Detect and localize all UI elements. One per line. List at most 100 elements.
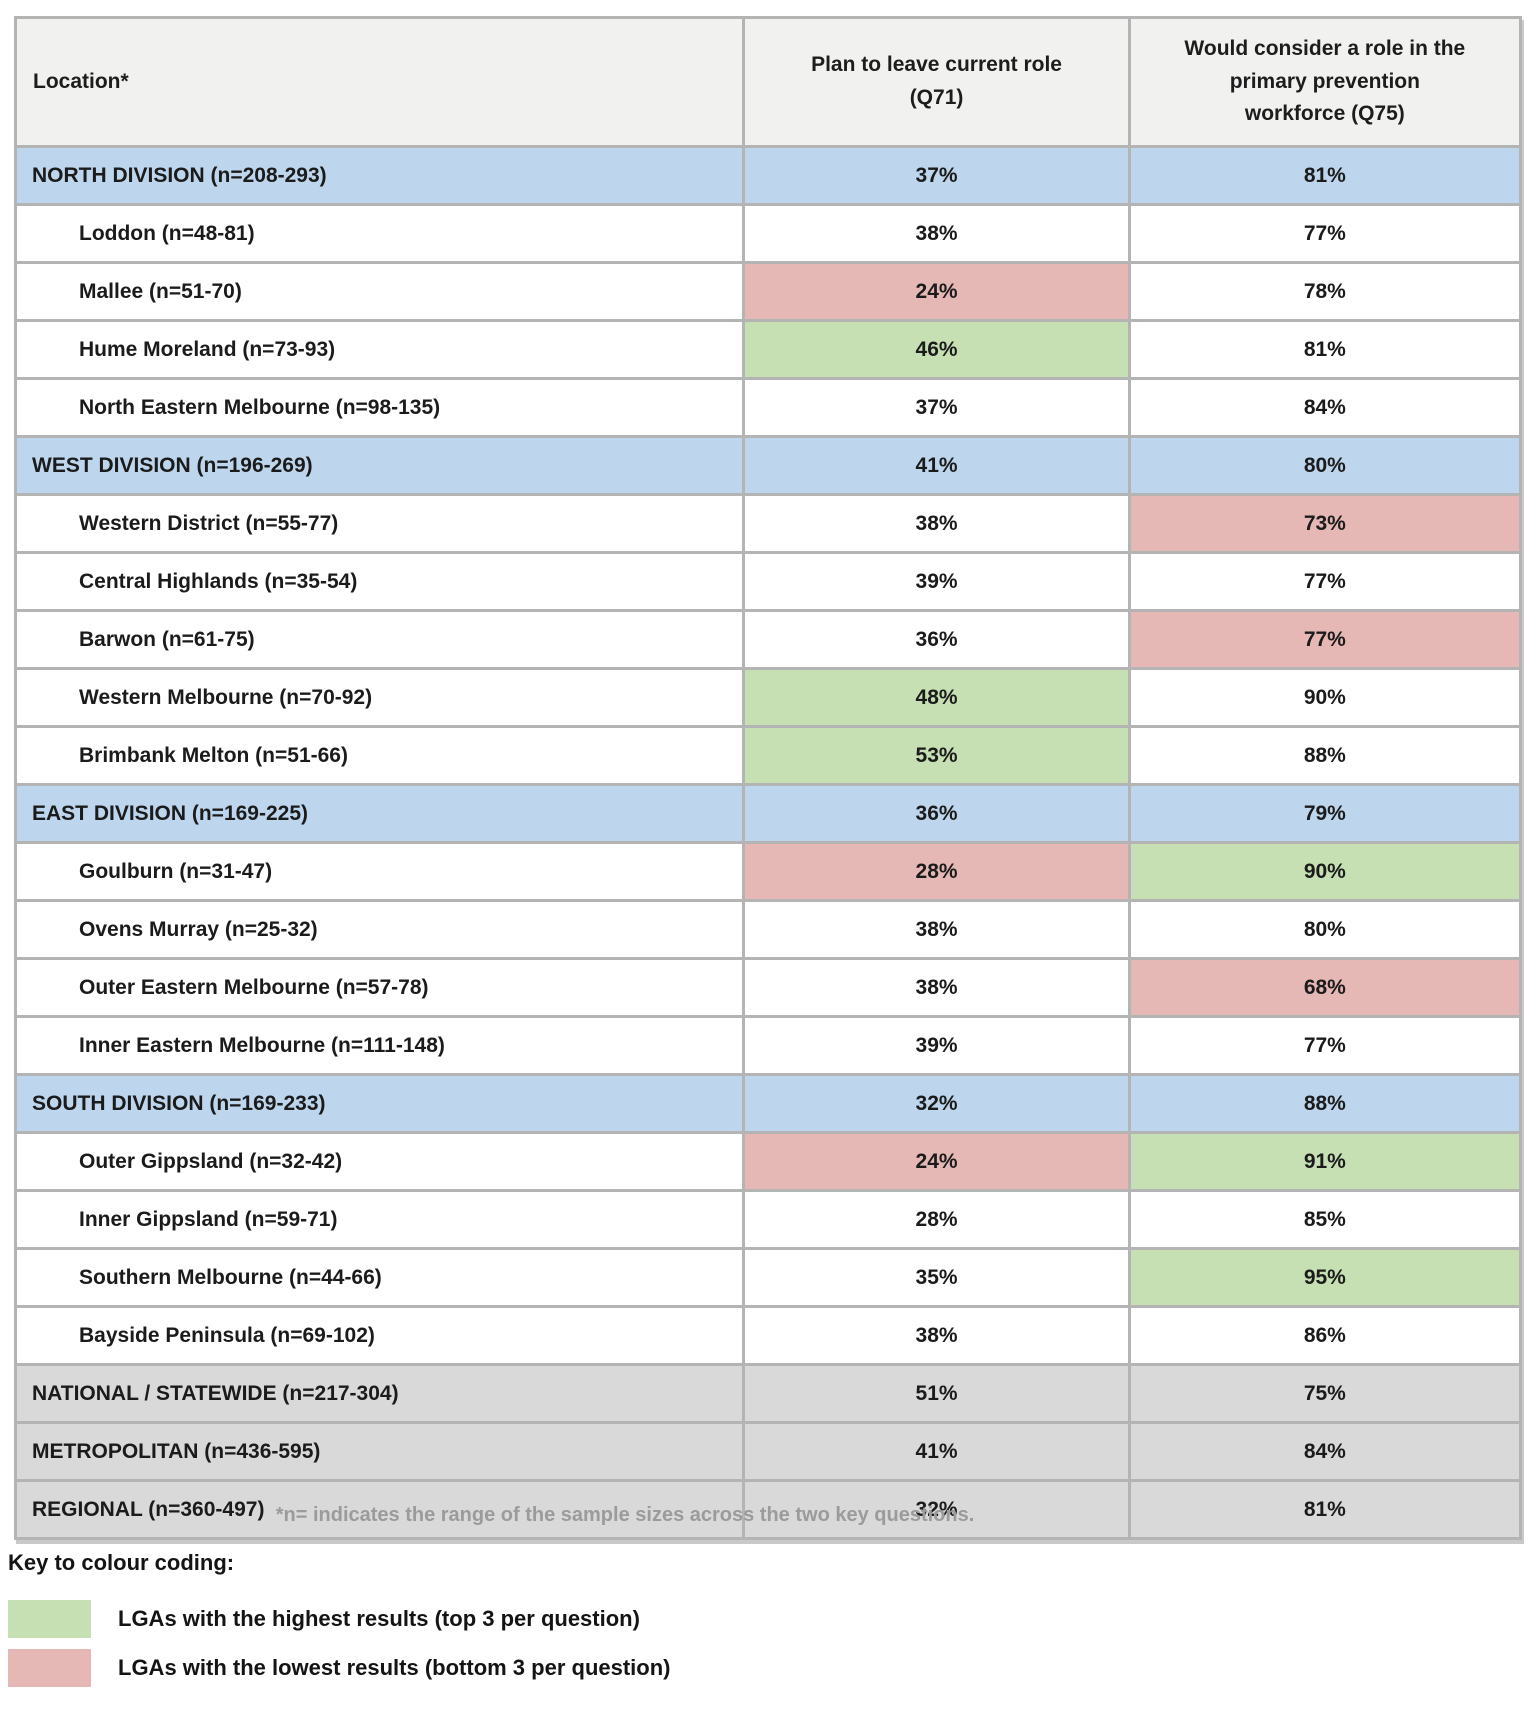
q75-value-cell: 90%: [1127, 841, 1523, 902]
q75-value-cell: 88%: [1127, 725, 1523, 786]
q71-value-cell: 28%: [742, 841, 1131, 902]
q71-value-cell: 38%: [742, 899, 1131, 960]
table-row: WEST DIVISION (n=196-269) 41% 80%: [13, 435, 1523, 496]
q71-value-cell: 41%: [742, 1421, 1131, 1482]
table-row: Goulburn (n=31-47) 28% 90%: [13, 841, 1523, 902]
q75-value-cell: 79%: [1127, 783, 1523, 844]
header-location: Location*: [13, 16, 746, 148]
table-row: NATIONAL / STATEWIDE (n=217-304) 51% 75%: [13, 1363, 1523, 1424]
table-row: Bayside Peninsula (n=69-102) 38% 86%: [13, 1305, 1523, 1366]
location-cell: EAST DIVISION (n=169-225): [13, 783, 746, 844]
table-row: Brimbank Melton (n=51-66) 53% 88%: [13, 725, 1523, 786]
table-row: EAST DIVISION (n=169-225) 36% 79%: [13, 783, 1523, 844]
location-cell: NATIONAL / STATEWIDE (n=217-304): [13, 1363, 746, 1424]
q75-value-cell: 85%: [1127, 1189, 1523, 1250]
q75-value-cell: 81%: [1127, 1479, 1523, 1540]
q71-value-cell: 38%: [742, 493, 1131, 554]
legend-text-keyword: highest: [272, 1606, 351, 1631]
q75-value-cell: 90%: [1127, 667, 1523, 728]
table-row: Central Highlands (n=35-54) 39% 77%: [13, 551, 1523, 612]
location-cell: WEST DIVISION (n=196-269): [13, 435, 746, 496]
q75-value-cell: 68%: [1127, 957, 1523, 1018]
location-cell: Inner Gippsland (n=59-71): [13, 1189, 746, 1250]
location-cell: Bayside Peninsula (n=69-102): [13, 1305, 746, 1366]
q75-value-cell: 84%: [1127, 377, 1523, 438]
location-cell: Loddon (n=48-81): [13, 203, 746, 264]
q75-value-cell: 73%: [1127, 493, 1523, 554]
q71-value-cell: 28%: [742, 1189, 1131, 1250]
table-row: Outer Gippsland (n=32-42) 24% 91%: [13, 1131, 1523, 1192]
q75-value-cell: 77%: [1127, 1015, 1523, 1076]
location-cell: North Eastern Melbourne (n=98-135): [13, 377, 746, 438]
legend-item: LGAs with the lowest results (bottom 3 p…: [8, 1649, 671, 1687]
table-row: North Eastern Melbourne (n=98-135) 37% 84%: [13, 377, 1523, 438]
table-row: Inner Eastern Melbourne (n=111-148) 39% 77…: [13, 1015, 1523, 1076]
legend-text-suffix: results (bottom 3 per question): [340, 1655, 671, 1680]
q71-value-cell: 38%: [742, 203, 1131, 264]
header-q75: Would consider a role in the primary pre…: [1127, 16, 1523, 148]
q71-value-cell: 38%: [742, 957, 1131, 1018]
table-row: METROPOLITAN (n=436-595) 41% 84%: [13, 1421, 1523, 1482]
colour-coding-legend: LGAs with the highest results (top 3 per…: [8, 1600, 671, 1698]
table-row: Barwon (n=61-75) 36% 77%: [13, 609, 1523, 670]
legend-title: Key to colour coding:: [8, 1550, 235, 1575]
table-row: REGIONAL (n=360-497) 32% 81%: [13, 1479, 1523, 1540]
legend-color-swatch: [8, 1600, 91, 1638]
table-body: NORTH DIVISION (n=208-293) 37% 81% Loddon (…: [13, 145, 1523, 1540]
q71-value-cell: 48%: [742, 667, 1131, 728]
q71-value-cell: 24%: [742, 1131, 1131, 1192]
q71-value-cell: 39%: [742, 1015, 1131, 1076]
legend-text-prefix: LGAs with the: [118, 1655, 272, 1680]
q75-value-cell: 77%: [1127, 609, 1523, 670]
q75-value-cell: 77%: [1127, 203, 1523, 264]
location-cell: NORTH DIVISION (n=208-293): [13, 145, 746, 206]
q75-value-cell: 95%: [1127, 1247, 1523, 1308]
table-footnote: *n= indicates the range of the sample si…: [275, 1504, 975, 1526]
legend-item-label: LGAs with the lowest results (bottom 3 p…: [118, 1655, 671, 1681]
results-table: Location* Plan to leave current role (Q7…: [13, 16, 1523, 1540]
location-cell: Outer Eastern Melbourne (n=57-78): [13, 957, 746, 1018]
q71-value-cell: 41%: [742, 435, 1131, 496]
location-cell: Goulburn (n=31-47): [13, 841, 746, 902]
table-row: Inner Gippsland (n=59-71) 28% 85%: [13, 1189, 1523, 1250]
location-cell: Western District (n=55-77): [13, 493, 746, 554]
location-cell: Outer Gippsland (n=32-42): [13, 1131, 746, 1192]
table-row: SOUTH DIVISION (n=169-233) 32% 88%: [13, 1073, 1523, 1134]
q71-value-cell: 37%: [742, 145, 1131, 206]
table-row: Southern Melbourne (n=44-66) 35% 95%: [13, 1247, 1523, 1308]
location-cell: Hume Moreland (n=73-93): [13, 319, 746, 380]
q75-value-cell: 80%: [1127, 435, 1523, 496]
table-row: Hume Moreland (n=73-93) 46% 81%: [13, 319, 1523, 380]
table-row: Mallee (n=51-70) 24% 78%: [13, 261, 1523, 322]
header-row: Location* Plan to leave current role (Q7…: [13, 16, 1523, 148]
location-cell: Barwon (n=61-75): [13, 609, 746, 670]
q71-value-cell: 32%: [742, 1479, 1131, 1540]
q75-value-cell: 81%: [1127, 145, 1523, 206]
q75-value-cell: 81%: [1127, 319, 1523, 380]
q75-value-cell: 91%: [1127, 1131, 1523, 1192]
location-cell: Inner Eastern Melbourne (n=111-148): [13, 1015, 746, 1076]
location-cell: SOUTH DIVISION (n=169-233): [13, 1073, 746, 1134]
table-row: Ovens Murray (n=25-32) 38% 80%: [13, 899, 1523, 960]
q71-value-cell: 46%: [742, 319, 1131, 380]
legend-text-suffix: results (top 3 per question): [350, 1606, 640, 1631]
q71-value-cell: 32%: [742, 1073, 1131, 1134]
location-cell: Ovens Murray (n=25-32): [13, 899, 746, 960]
q75-value-cell: 78%: [1127, 261, 1523, 322]
legend-item: LGAs with the highest results (top 3 per…: [8, 1600, 671, 1638]
table-row: NORTH DIVISION (n=208-293) 37% 81%: [13, 145, 1523, 206]
table-row: Western District (n=55-77) 38% 73%: [13, 493, 1523, 554]
q71-value-cell: 24%: [742, 261, 1131, 322]
q71-value-cell: 38%: [742, 1305, 1131, 1366]
legend-color-swatch: [8, 1649, 91, 1687]
table-row: Western Melbourne (n=70-92) 48% 90%: [13, 667, 1523, 728]
location-cell: Brimbank Melton (n=51-66): [13, 725, 746, 786]
location-cell: Southern Melbourne (n=44-66): [13, 1247, 746, 1308]
q75-value-cell: 86%: [1127, 1305, 1523, 1366]
q71-value-cell: 36%: [742, 783, 1131, 844]
q75-value-cell: 75%: [1127, 1363, 1523, 1424]
location-cell: Mallee (n=51-70): [13, 261, 746, 322]
location-cell: REGIONAL (n=360-497): [13, 1479, 746, 1540]
q71-value-cell: 53%: [742, 725, 1131, 786]
